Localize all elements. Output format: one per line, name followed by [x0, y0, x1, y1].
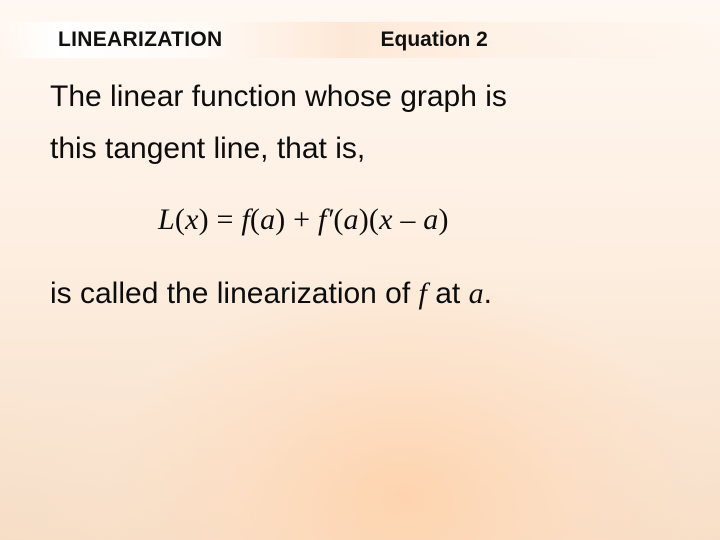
line3-a: a [469, 277, 484, 310]
formula-x2: x [379, 203, 393, 236]
body-line-3: is called the linearization of f at a. [50, 275, 686, 313]
line3-pre: is called the linearization of [50, 277, 419, 310]
line3-end: . [484, 277, 492, 310]
body-line-1: The linear function whose graph is [50, 78, 686, 116]
formula-fprime: f′ [318, 203, 333, 236]
formula-paren: ( [333, 203, 343, 236]
formula-x: x [185, 203, 199, 236]
title-band: LINEARIZATION Equation 2 [0, 22, 720, 58]
formula-paren: ( [250, 203, 260, 236]
formula-f1: f [241, 203, 250, 236]
formula-paren: )( [359, 203, 379, 236]
line3-f: f [419, 277, 427, 310]
body-line-2: this tangent line, that is, [50, 130, 686, 168]
linearization-formula: L(x) = f(a) + f′(a)(x – a) [158, 203, 686, 237]
formula-paren: ( [175, 203, 185, 236]
formula-plus: ) + [275, 203, 318, 236]
formula-minus: – [393, 203, 424, 236]
formula-a1: a [260, 203, 275, 236]
formula-a3: a [423, 203, 438, 236]
formula-paren: ) [438, 203, 448, 236]
slide-topic: LINEARIZATION [58, 28, 223, 52]
slide-body: The linear function whose graph is this … [50, 78, 686, 313]
formula-eq: ) = [199, 203, 242, 236]
slide-equation-label: Equation 2 [381, 28, 488, 52]
line3-mid: at [427, 277, 469, 310]
formula-L: L [158, 203, 175, 236]
formula-a2: a [344, 203, 359, 236]
